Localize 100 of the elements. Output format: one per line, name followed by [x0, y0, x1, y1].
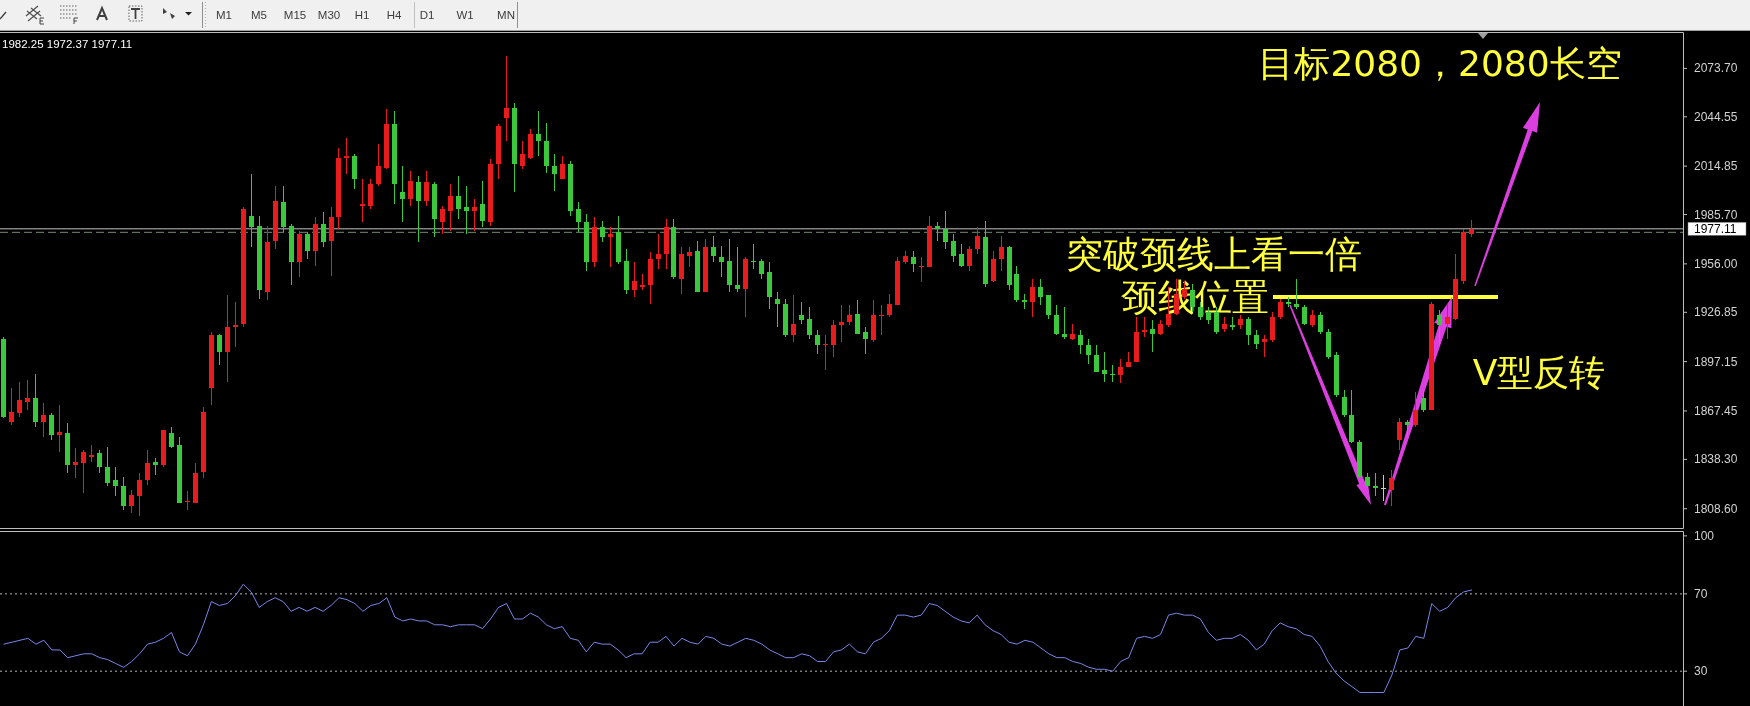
y-tick-label: 1926.85 — [1694, 305, 1738, 320]
text: M1 — [216, 9, 232, 21]
candlestick — [863, 326, 868, 355]
y-tick-label: 1897.15 — [1694, 354, 1738, 369]
candlestick — [81, 449, 86, 494]
candlestick — [49, 412, 54, 441]
candlestick — [536, 110, 541, 157]
y-tick-label: 2073.70 — [1694, 61, 1738, 76]
candlestick — [1397, 417, 1402, 451]
candlestick — [368, 178, 373, 210]
candlestick — [759, 258, 764, 280]
candlestick — [552, 153, 557, 192]
candlestick — [687, 246, 692, 268]
candlestick — [360, 178, 365, 223]
y-tick-label: 2044.55 — [1694, 109, 1738, 124]
candlestick — [416, 175, 421, 243]
candlestick — [632, 261, 637, 298]
candlestick — [376, 143, 381, 187]
y-tick-label: 1867.45 — [1694, 403, 1738, 418]
candlestick — [1413, 391, 1418, 428]
text: M5 — [251, 9, 267, 21]
candlestick — [855, 299, 860, 335]
text: MN — [497, 9, 515, 21]
candlestick — [456, 175, 461, 220]
candlestick — [344, 137, 349, 175]
text: D1 — [419, 9, 435, 21]
candlestick — [1086, 338, 1091, 365]
candlestick — [1278, 298, 1283, 320]
candlestick — [480, 180, 485, 228]
y-tick-label: 30 — [1694, 664, 1708, 679]
text: H1 — [354, 9, 370, 21]
text: M30 — [317, 9, 341, 21]
candlestick — [1389, 469, 1394, 508]
candlestick — [1102, 351, 1107, 383]
candlestick — [1142, 316, 1147, 338]
candlestick — [815, 329, 820, 355]
candlestick — [448, 183, 453, 232]
candlestick — [1030, 278, 1035, 318]
candlestick — [249, 173, 254, 248]
candlestick — [424, 170, 429, 207]
candlestick — [991, 250, 996, 283]
candlestick — [400, 165, 405, 223]
candlestick — [1254, 329, 1259, 350]
candlestick — [321, 211, 326, 248]
candlestick — [1094, 344, 1099, 373]
y-tick-label: 1838.30 — [1694, 452, 1738, 467]
candlestick — [719, 245, 724, 278]
candlestick — [129, 489, 134, 514]
candlestick — [600, 220, 605, 243]
y-tick-label: 1956.00 — [1694, 256, 1738, 271]
candlestick — [352, 153, 357, 190]
candlestick — [576, 201, 581, 233]
y-tick-label: 100 — [1694, 528, 1715, 543]
candlestick — [943, 210, 948, 250]
candlestick — [911, 250, 916, 273]
line-series — [3, 583, 1473, 693]
text: H4 — [386, 9, 402, 21]
candlestick — [145, 449, 150, 486]
candlestick — [1445, 303, 1450, 340]
candlestick — [520, 140, 525, 170]
candlestick — [951, 233, 956, 263]
candlestick — [775, 291, 780, 328]
annotation: 突破颈线上看一倍 — [1066, 232, 1362, 276]
candlestick — [17, 381, 22, 418]
candlestick — [887, 293, 892, 318]
candlestick — [831, 319, 836, 358]
candlestick — [1437, 309, 1442, 346]
candlestick — [329, 206, 334, 277]
candlestick — [472, 198, 477, 232]
candlestick — [1381, 474, 1386, 503]
candlestick — [1342, 389, 1347, 418]
candlestick — [879, 304, 884, 336]
candlestick — [25, 379, 30, 411]
candlestick — [305, 231, 310, 260]
candlestick — [41, 402, 46, 438]
candlestick — [528, 128, 533, 160]
candlestick — [1046, 294, 1051, 320]
candlestick — [1270, 311, 1275, 343]
candlestick — [1078, 329, 1083, 355]
candlestick — [121, 475, 126, 511]
candlestick — [807, 306, 812, 340]
ref-line-label: 1977.11 — [1694, 221, 1737, 236]
candlestick — [959, 243, 964, 268]
y-tick-label: 1985.70 — [1694, 207, 1738, 222]
candlestick — [656, 233, 661, 270]
candlestick — [1118, 357, 1123, 385]
candlestick — [9, 387, 14, 426]
y-tick-label: 1808.60 — [1694, 501, 1738, 516]
annotation: 目标2080，2080长空 — [1258, 42, 1622, 84]
candlestick — [735, 246, 740, 293]
annotation: V型反转 — [1472, 351, 1606, 393]
candlestick — [1421, 389, 1426, 413]
candlestick — [1302, 304, 1307, 326]
candlestick — [711, 235, 716, 263]
candlestick — [185, 490, 190, 511]
candlestick — [464, 185, 469, 235]
candlestick — [999, 235, 1004, 272]
annotation: 1982.25 1972.37 1977.11 — [2, 37, 133, 50]
candlestick — [504, 55, 509, 142]
candlestick — [408, 170, 413, 207]
